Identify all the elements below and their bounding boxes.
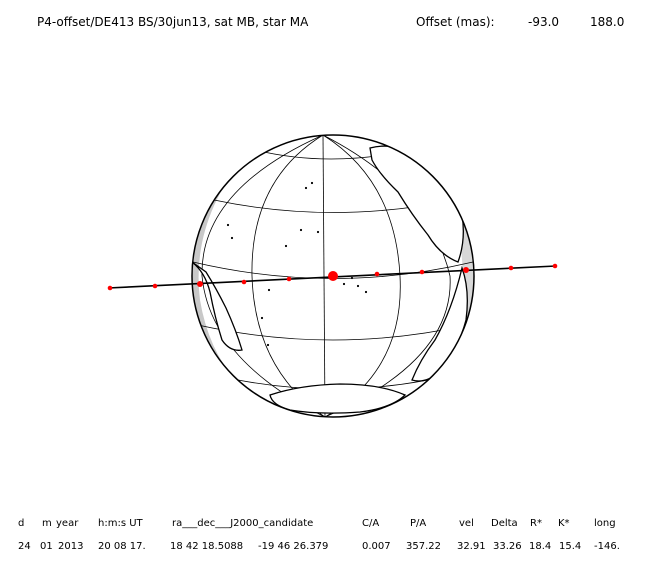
column-header-long: long [594,518,616,529]
column-header-year: year [56,518,79,529]
south-america-landmass [411,265,468,382]
column-header-delta: Delta [491,518,518,529]
value-month: 01 [40,541,53,552]
value-k-star: 15.4 [559,541,582,552]
track-marker [197,281,203,287]
track-marker [508,265,514,271]
track-marker [241,279,247,285]
occultation-track [107,263,558,291]
track-marker [419,269,425,275]
track-marker [552,263,558,269]
value-r-star: 18.4 [529,541,552,552]
value-ra: 18 42 18.5088 [170,541,244,552]
column-header-day: d [18,518,25,529]
value-delta: 33.26 [493,541,522,552]
offset-label: Offset (mas): [416,15,495,29]
column-header-time: h:m:s UT [98,518,143,529]
track-marker [107,285,113,291]
value-ca: 0.007 [362,541,391,552]
globe-outline [191,134,475,418]
track-marker [152,283,158,289]
islands [226,181,368,347]
column-header-vel: vel [459,518,474,529]
column-header-pa: P/A [410,518,427,529]
track-marker [374,271,380,277]
value-time: 20 08 17. [98,541,146,552]
offset-y-value: 188.0 [590,15,625,29]
offset-x-value: -93.0 [528,15,560,29]
value-vel: 32.91 [457,541,486,552]
closest-approach-marker [328,271,338,281]
value-pa: 357.22 [406,541,441,552]
column-header-coordinates: ra___dec___J2000_candidate [172,518,314,529]
column-header-r-star: R* [530,518,542,529]
value-day: 24 [18,541,31,552]
value-dec: -19 46 26.379 [258,541,329,552]
column-header-month: m [42,518,52,529]
value-long: -146. [594,541,620,552]
asia-australia-landmass [192,261,243,351]
track-marker [286,276,292,282]
value-year: 2013 [58,541,84,552]
column-header-k-star: K* [558,518,570,529]
column-header-ca: C/A [362,518,380,529]
chart-title: P4-offset/DE413 BS/30jun13, sat MB, star… [37,15,309,29]
globe-diagram [107,134,558,418]
track-marker [463,267,469,273]
